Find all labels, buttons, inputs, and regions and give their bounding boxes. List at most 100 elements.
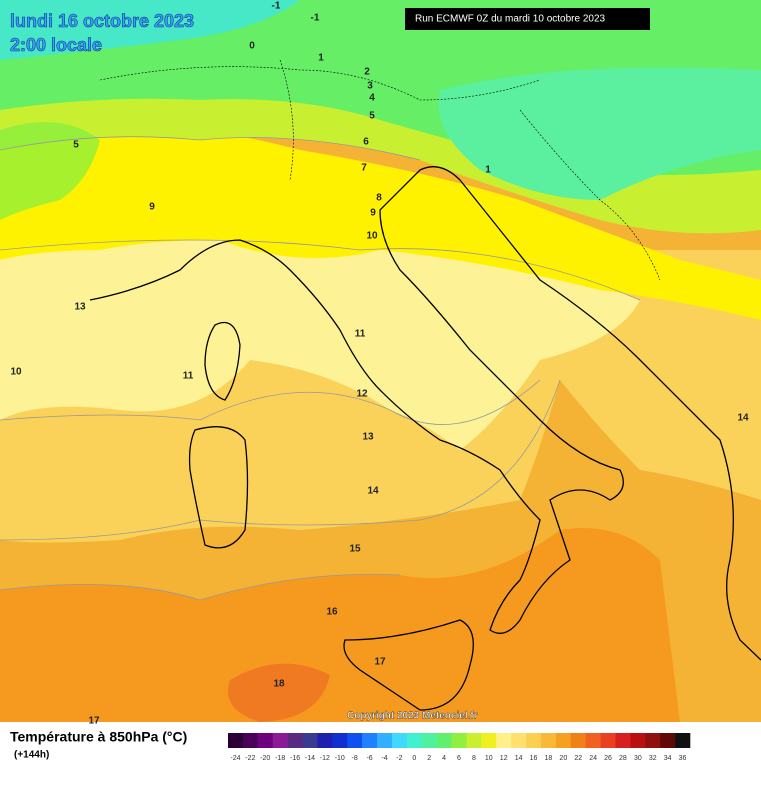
colorbar-swatch	[406, 733, 423, 748]
colorbar-swatch	[332, 733, 348, 748]
contour-label: 0	[249, 41, 255, 52]
colorbar-swatch	[645, 733, 661, 748]
isotherm	[0, 379, 541, 425]
colorbar-label: -20	[260, 755, 270, 762]
contour-label: 18	[273, 679, 285, 690]
contour-label: 7	[361, 163, 367, 174]
colorbar-swatch	[526, 733, 542, 748]
colorbar-swatch	[540, 733, 557, 748]
run-box	[405, 8, 650, 30]
colorbar-swatch	[555, 733, 572, 748]
contour-label: 4	[369, 93, 375, 104]
colorbar-swatch	[272, 733, 288, 748]
colorbar-label: 30	[634, 755, 642, 762]
colorbar-label: 8	[472, 755, 476, 762]
colorbar-swatch	[496, 733, 512, 748]
contour-label: 17	[88, 716, 100, 727]
colorbar-swatch	[600, 733, 616, 748]
zone-dark-orange	[0, 528, 680, 722]
colorbar-label: 22	[574, 755, 582, 762]
borders	[99, 59, 661, 281]
colorbar: -24 -22 -20 -18 -16 -14 -12 -10 -8 -6 -4 -2 0 2 4 6 8 10 1…	[228, 733, 691, 762]
colorbar-swatch	[317, 733, 333, 748]
colorbar-swatch	[660, 733, 676, 748]
isotherm	[0, 573, 401, 601]
colorbar-label: -12	[320, 755, 330, 762]
contour-label: 2	[364, 67, 370, 78]
run: Run ECMWF 0Z du mardi 10 octobre 2023	[415, 14, 606, 25]
legend-lead: (+144h)	[14, 750, 49, 761]
zone-patch	[0, 122, 100, 220]
colorbar-label: -4	[381, 755, 387, 762]
contour-label: 5	[369, 111, 375, 122]
colorbar-label: -16	[290, 755, 300, 762]
colorbar-label: 36	[679, 755, 687, 762]
colorbar-label: -14	[305, 755, 315, 762]
colorbar-swatch	[481, 733, 497, 748]
date: lundi 16 octobre 2023	[10, 11, 194, 31]
colorbar-label: 28	[619, 755, 627, 762]
legend-title: Température à 850hPa (°C)	[10, 729, 187, 745]
contour-label: 14	[737, 413, 749, 424]
colorbar-swatch	[347, 733, 363, 748]
contour-label: 11	[183, 371, 194, 382]
colorbar-label: 0	[412, 755, 416, 762]
colorbar-label: 4	[442, 755, 446, 762]
colorbar-swatch	[585, 733, 601, 748]
colorbar-label: -10	[335, 755, 345, 762]
contour-label: 12	[356, 389, 368, 400]
colorbar-swatch	[377, 733, 393, 748]
isotherm	[0, 136, 421, 161]
colorbar-label: 12	[500, 755, 508, 762]
colorbar-label: 10	[485, 755, 493, 762]
colorbar-label: -22	[245, 755, 255, 762]
colorbar-label: 16	[530, 755, 538, 762]
contour-label: 3	[367, 81, 373, 92]
colorbar-swatch	[242, 733, 259, 748]
isotherms	[0, 136, 641, 601]
contour-label: -1	[272, 1, 281, 12]
zone-pale-yellow	[0, 236, 640, 450]
colorbar-swatch	[630, 733, 646, 748]
contour-label: -1	[311, 13, 320, 24]
contour-label: 10	[366, 231, 378, 242]
contour-label: 9	[370, 208, 376, 219]
sicily	[343, 619, 474, 711]
isotherm	[0, 379, 561, 541]
colorbar-label: -2	[396, 755, 402, 762]
contour-label: 1	[318, 53, 324, 64]
colorbar-swatch	[511, 733, 527, 748]
contour-label: 9	[149, 202, 155, 213]
contour-label: 5	[73, 140, 79, 151]
time: 2:00 locale	[10, 35, 102, 55]
colorbar-label: 24	[589, 755, 597, 762]
coastlines	[89, 59, 761, 711]
coastline	[89, 166, 761, 661]
colorbar-label: 26	[604, 755, 612, 762]
colorbar-swatch	[675, 733, 691, 748]
colorbar-swatch	[436, 733, 452, 748]
contour-label: 13	[74, 302, 86, 313]
legend: Température à 850hPa (°C) (+144h) -2 4 -22…	[10, 729, 691, 762]
colorbar-swatch	[391, 733, 408, 748]
contour-label: 16	[326, 607, 338, 618]
colorbar-label: -6	[366, 755, 372, 762]
contour-label: 14	[367, 486, 379, 497]
contour-label: 1	[485, 165, 491, 176]
colorbar-label: 20	[559, 755, 567, 762]
colorbar-swatch	[228, 733, 244, 748]
colorbar-label: 18	[545, 755, 553, 762]
colorbar-swatch	[570, 733, 586, 748]
colorbar-swatch	[615, 733, 631, 748]
colorbar-swatch	[362, 733, 378, 748]
contour-label: 15	[349, 544, 361, 555]
colorbar-swatch	[302, 733, 318, 748]
contour-label: 11	[355, 329, 366, 340]
colorbar-label: 6	[457, 755, 461, 762]
colorbar-label: 32	[649, 755, 657, 762]
copyright: Copyright 2023 Meteociel.fr	[347, 711, 478, 722]
corsica	[204, 321, 241, 401]
